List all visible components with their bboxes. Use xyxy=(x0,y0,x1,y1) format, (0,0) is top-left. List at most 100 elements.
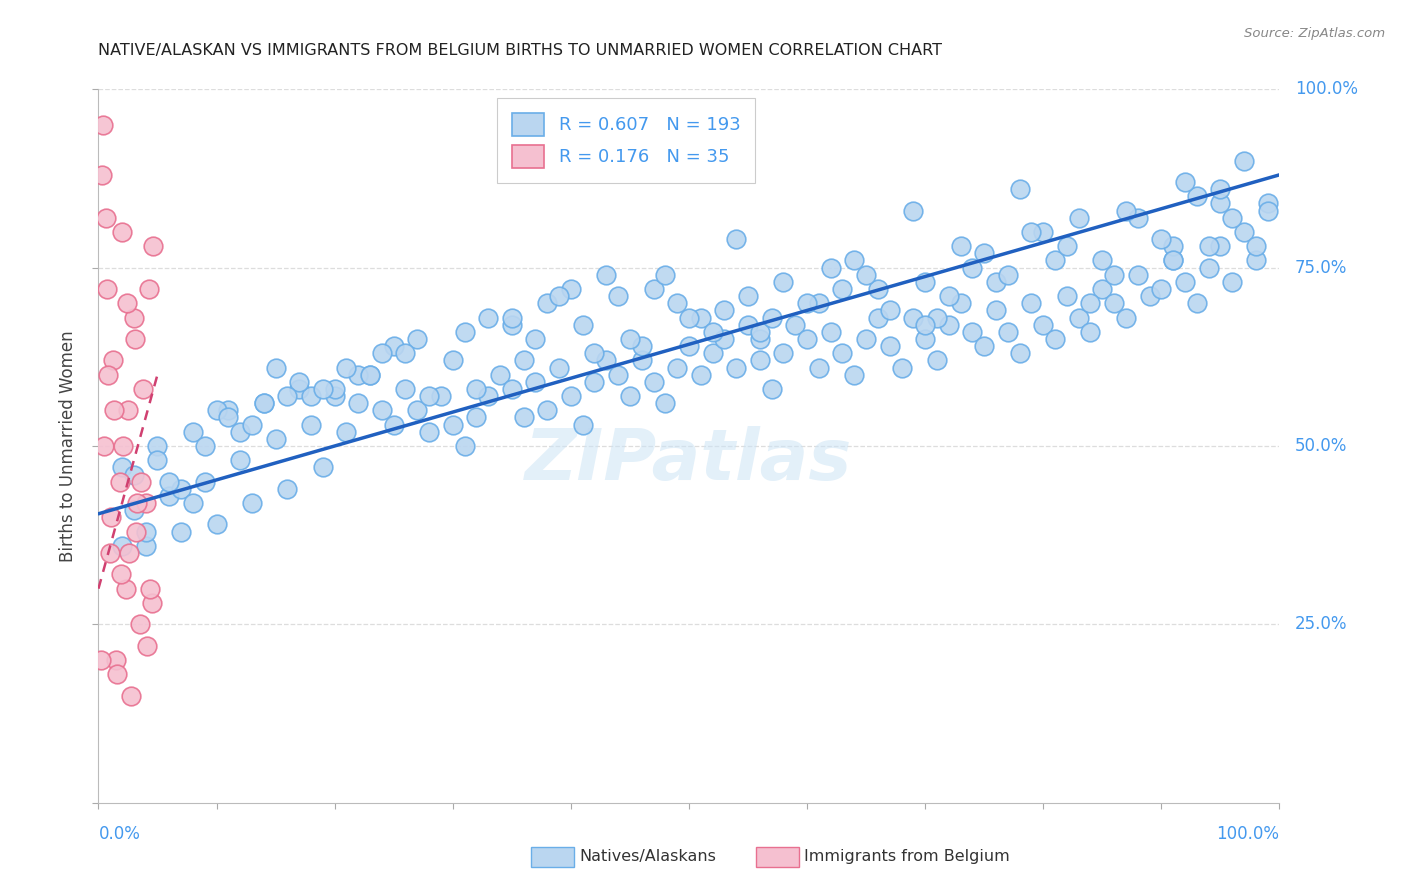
Point xyxy=(761,382,783,396)
Point xyxy=(128,617,150,632)
Point xyxy=(91,118,114,132)
Text: NATIVE/ALASKAN VS IMMIGRANTS FROM BELGIUM BIRTHS TO UNMARRIED WOMEN CORRELATION : NATIVE/ALASKAN VS IMMIGRANTS FROM BELGIU… xyxy=(98,43,942,58)
Point xyxy=(984,275,1007,289)
Point xyxy=(477,310,499,325)
Point xyxy=(359,368,381,382)
Point xyxy=(1021,225,1043,239)
Point xyxy=(737,318,759,332)
Point xyxy=(1043,332,1066,346)
Text: 25.0%: 25.0% xyxy=(1295,615,1347,633)
Point xyxy=(359,368,381,382)
Point xyxy=(205,403,228,417)
Text: 100.0%: 100.0% xyxy=(1295,80,1358,98)
Point xyxy=(666,296,689,310)
Point xyxy=(253,396,276,410)
Point xyxy=(382,417,405,432)
Point xyxy=(761,310,783,325)
Point xyxy=(1139,289,1161,303)
Point xyxy=(512,353,534,368)
Point xyxy=(866,310,889,325)
Point xyxy=(1233,225,1256,239)
Point xyxy=(713,303,735,318)
Point xyxy=(1209,196,1232,211)
Text: ZIPatlas: ZIPatlas xyxy=(526,425,852,495)
Point xyxy=(997,268,1019,282)
Text: 75.0%: 75.0% xyxy=(1295,259,1347,277)
Point xyxy=(903,310,925,325)
Point xyxy=(914,332,936,346)
Point xyxy=(97,368,120,382)
Point xyxy=(111,225,134,239)
Point xyxy=(737,289,759,303)
Point xyxy=(1126,211,1149,225)
Point xyxy=(264,360,287,375)
Point xyxy=(100,510,122,524)
Point xyxy=(1056,239,1078,253)
Point xyxy=(1056,289,1078,303)
Point xyxy=(1220,211,1243,225)
Point xyxy=(146,439,169,453)
Point xyxy=(394,382,416,396)
Point xyxy=(536,296,558,310)
Point xyxy=(689,368,711,382)
Point xyxy=(98,546,121,560)
Point xyxy=(678,310,700,325)
Point xyxy=(465,382,488,396)
Text: 100.0%: 100.0% xyxy=(1216,825,1279,843)
Point xyxy=(630,339,652,353)
Point xyxy=(406,332,429,346)
Point xyxy=(571,417,593,432)
Point xyxy=(453,439,475,453)
Point xyxy=(489,368,512,382)
Point xyxy=(312,382,335,396)
Point xyxy=(643,282,665,296)
Point xyxy=(1209,182,1232,196)
Point xyxy=(1102,268,1125,282)
Point xyxy=(371,346,394,360)
Point xyxy=(312,460,335,475)
Point xyxy=(170,524,193,539)
Point xyxy=(1008,182,1031,196)
Point xyxy=(115,296,138,310)
Point xyxy=(1067,211,1090,225)
Point xyxy=(1185,296,1208,310)
Point xyxy=(138,282,160,296)
Point xyxy=(299,417,322,432)
Point xyxy=(831,282,853,296)
Point xyxy=(127,496,149,510)
Point xyxy=(725,360,748,375)
Point xyxy=(879,339,901,353)
Point xyxy=(984,303,1007,318)
Point xyxy=(914,318,936,332)
Point xyxy=(94,211,117,225)
Point xyxy=(394,346,416,360)
Point xyxy=(418,425,440,439)
Point xyxy=(796,296,818,310)
Point xyxy=(90,653,112,667)
Point xyxy=(335,425,357,439)
Point xyxy=(430,389,453,403)
Point xyxy=(240,496,263,510)
Point xyxy=(129,475,152,489)
Point xyxy=(1257,196,1279,211)
Point xyxy=(1185,189,1208,203)
Point xyxy=(772,275,794,289)
Point xyxy=(1091,253,1114,268)
Point xyxy=(229,425,252,439)
Point xyxy=(477,389,499,403)
Point xyxy=(973,246,995,260)
Point xyxy=(702,346,724,360)
Point xyxy=(914,275,936,289)
Point xyxy=(371,403,394,417)
Point xyxy=(121,689,143,703)
Point xyxy=(135,524,157,539)
Point xyxy=(157,489,180,503)
Point xyxy=(288,375,311,389)
Point xyxy=(748,325,770,339)
Point xyxy=(124,332,146,346)
Point xyxy=(418,389,440,403)
Point xyxy=(1209,239,1232,253)
Point xyxy=(142,239,165,253)
Point xyxy=(335,360,357,375)
Point xyxy=(111,539,134,553)
